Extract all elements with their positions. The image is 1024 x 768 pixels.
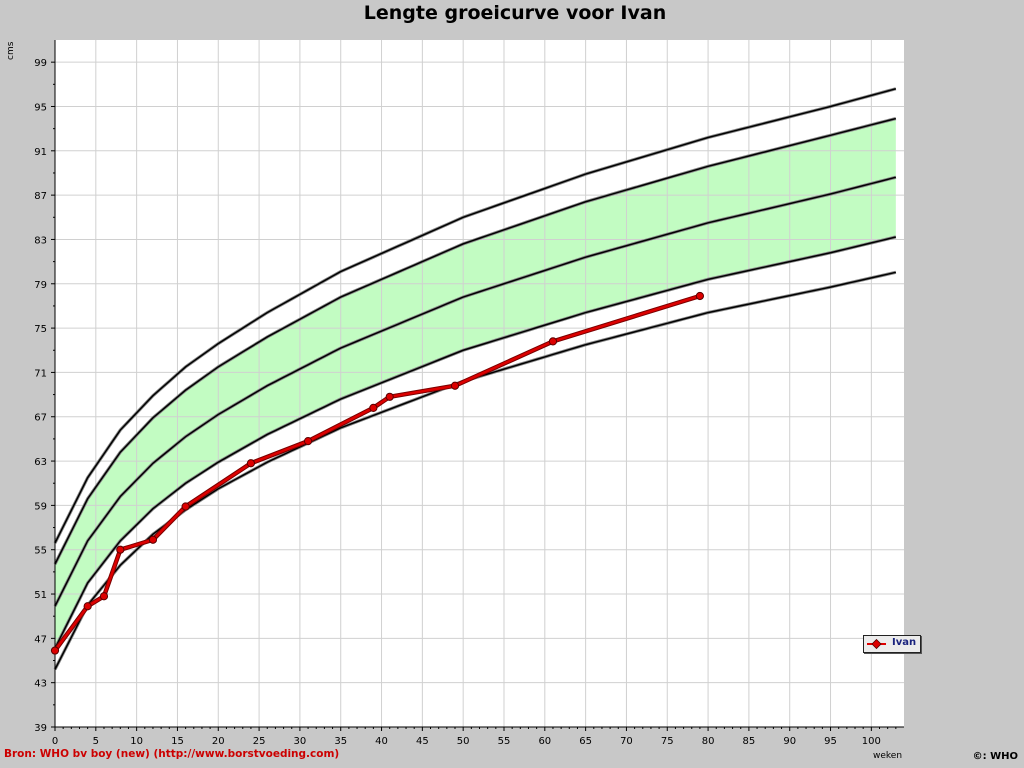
reference-curve: [54, 117, 897, 565]
x-tick-label: 20: [212, 736, 225, 747]
x-tick-label: 40: [375, 736, 388, 747]
x-tick-label: 5: [93, 736, 99, 747]
y-tick-label: 83: [34, 235, 47, 246]
x-tick-label: 100: [862, 736, 881, 747]
y-tick-label: 67: [34, 413, 47, 424]
legend: Ivan: [863, 635, 921, 653]
series-point: [450, 381, 460, 390]
x-tick-label: 70: [620, 736, 633, 747]
x-tick-label: 55: [498, 736, 511, 747]
y-tick-label: 39: [34, 723, 47, 734]
x-tick-label: 25: [253, 736, 266, 747]
y-tick-label: 51: [34, 590, 47, 601]
series-point: [83, 602, 92, 611]
series-point: [50, 646, 60, 655]
normal-range-area: [55, 118, 896, 649]
series-point: [116, 545, 125, 554]
y-axis-unit-label: cms: [6, 41, 16, 60]
series-point: [148, 535, 158, 544]
y-tick-label: 91: [34, 147, 47, 158]
series-point: [181, 502, 190, 511]
y-tick-label: 79: [34, 280, 47, 291]
x-tick-label: 10: [130, 736, 143, 747]
copyright: ©: WHO: [972, 751, 1018, 762]
axes: 39 43 47 51 55 59 63 67 71 75 79 83 87 91 95 99 0 5 10 15 20…: [34, 40, 904, 747]
series-point: [246, 459, 256, 468]
x-tick-label: 35: [334, 736, 347, 747]
x-tick-label: 80: [702, 736, 715, 747]
series-point: [303, 437, 313, 446]
y-tick-label: 55: [34, 546, 47, 557]
reference-curves: [53, 87, 897, 671]
y-tick-label: 71: [34, 368, 47, 379]
x-tick-label: 90: [783, 736, 796, 747]
y-tick-label: 47: [34, 634, 47, 645]
x-tick-label: 75: [661, 736, 674, 747]
chart-title: Lengte groeicurve voor Ivan: [363, 2, 667, 24]
x-tick-label: 85: [743, 736, 756, 747]
x-tick-label: 65: [579, 736, 592, 747]
reference-curve: [54, 176, 897, 607]
series-point: [385, 392, 394, 401]
y-tick-label: 43: [34, 679, 47, 690]
y-tick-label: 99: [34, 58, 47, 69]
y-tick-label: 75: [34, 324, 47, 335]
data-series: [50, 291, 705, 655]
x-tick-label: 0: [52, 736, 58, 747]
x-tick-label: 45: [416, 736, 429, 747]
normal-range-band: [55, 118, 896, 649]
reference-curve: [54, 236, 897, 649]
x-axis-unit-label: weken: [873, 751, 902, 761]
x-tick-label: 30: [294, 736, 307, 747]
series-point: [695, 291, 705, 301]
y-tick-label: 63: [34, 457, 47, 468]
series-point: [99, 592, 109, 601]
legend-label: Ivan: [892, 637, 917, 648]
series-point: [548, 337, 558, 346]
y-tick-label: 59: [34, 501, 47, 512]
legend-marker-icon: [867, 638, 886, 650]
x-tick-label: 50: [457, 736, 470, 747]
y-tick-label: 87: [34, 191, 47, 202]
x-tick-label: 95: [824, 736, 837, 747]
reference-curve: [54, 88, 897, 544]
x-tick-label: 60: [538, 736, 551, 747]
series-point: [369, 403, 378, 412]
x-tick-label: 15: [171, 736, 184, 747]
source-credit: Bron: WHO bv boy (new) (http://www.borst…: [4, 748, 340, 760]
y-tick-label: 95: [34, 102, 47, 113]
plot-area: [55, 40, 904, 727]
